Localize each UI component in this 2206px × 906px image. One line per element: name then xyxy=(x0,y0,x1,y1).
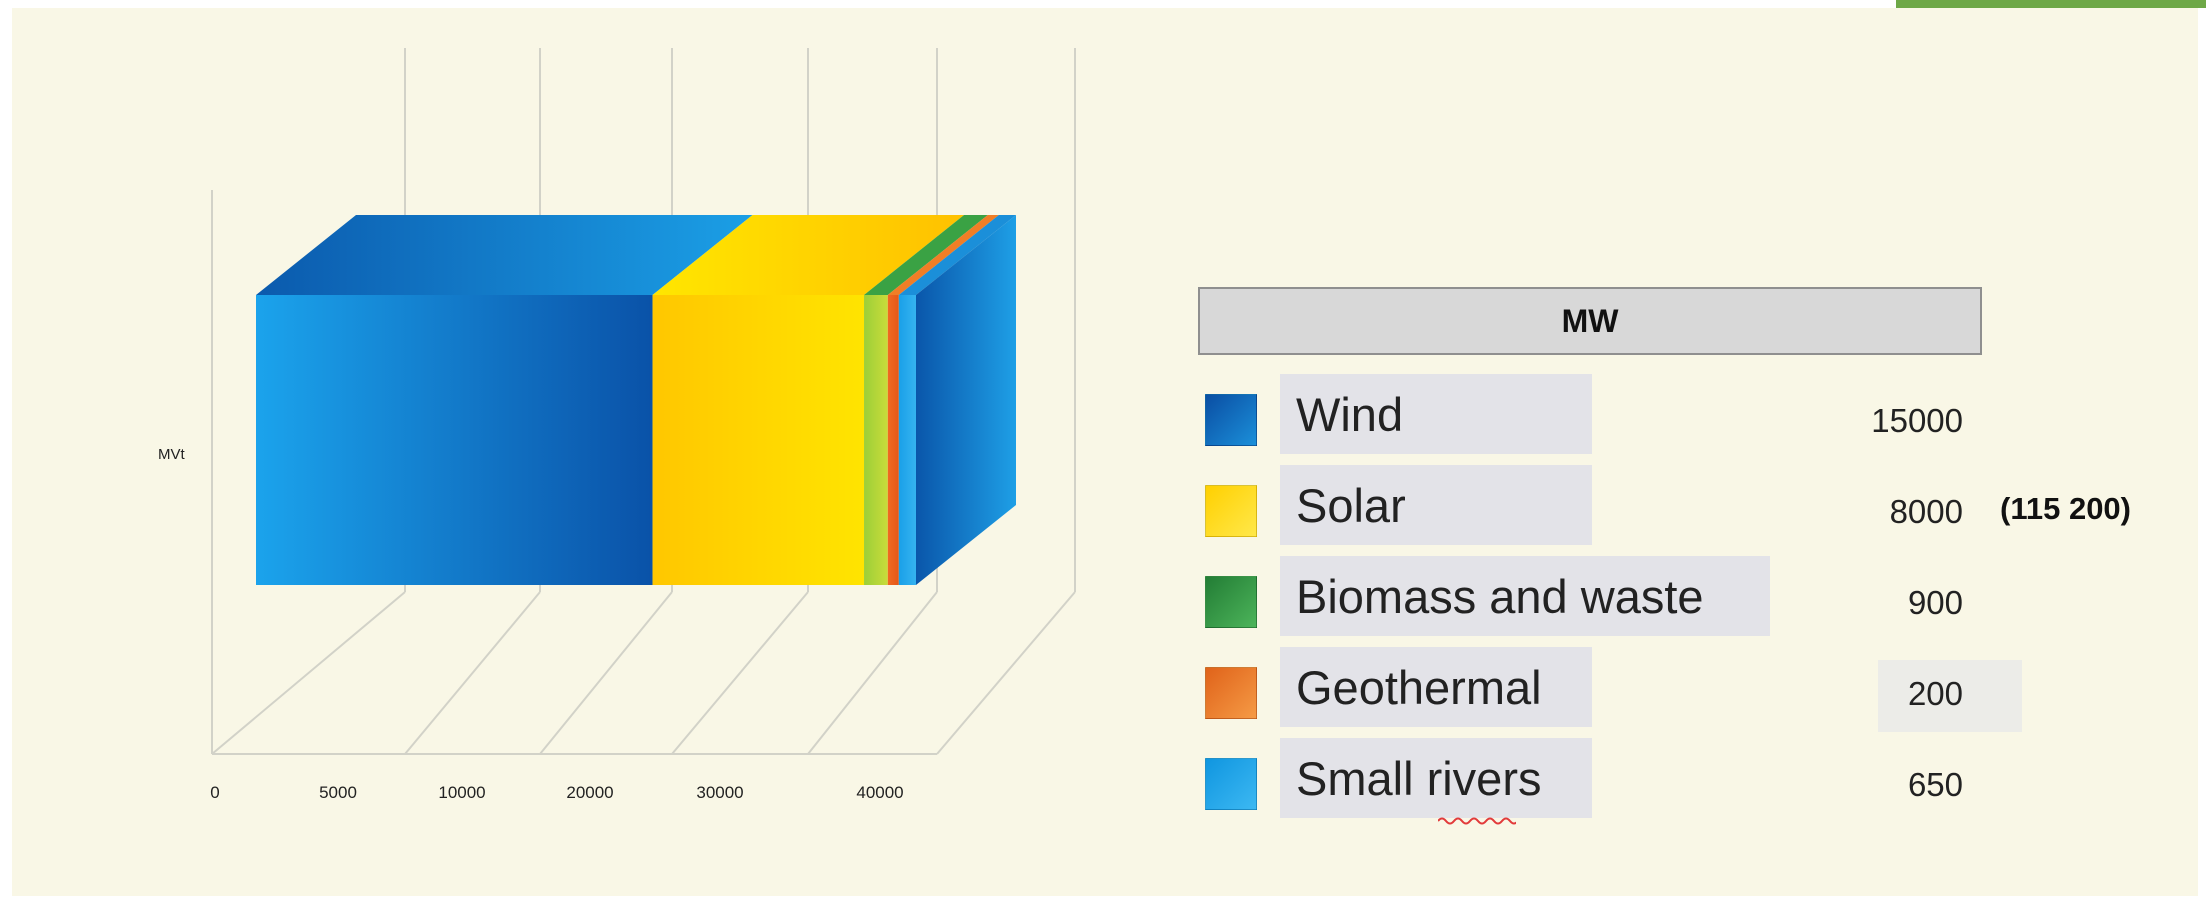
bar-top-biomass-and-waste xyxy=(864,215,988,295)
legend-swatch xyxy=(1205,758,1257,810)
x-tick-label: 5000 xyxy=(319,783,357,802)
bar-segment-solar xyxy=(652,295,865,585)
x-tick-label: 20000 xyxy=(566,783,613,802)
y-axis-label: MVt xyxy=(158,446,186,463)
legend-swatch xyxy=(1205,667,1257,719)
chart-bars xyxy=(256,215,1016,585)
grid-line xyxy=(807,591,938,755)
bar-top-solar xyxy=(652,215,965,295)
x-tick-label: 30000 xyxy=(696,783,743,802)
legend-label: Biomass and waste xyxy=(1280,556,1770,636)
legend-swatch xyxy=(1205,394,1257,446)
legend-swatch xyxy=(1205,485,1257,537)
bar-segment-biomass-and-waste xyxy=(864,295,888,585)
total-note: (115 200) xyxy=(2000,491,2131,526)
x-tick-label: 40000 xyxy=(856,783,903,802)
grid-line xyxy=(539,591,673,755)
grid-line xyxy=(936,591,1076,755)
legend-value: 15000 xyxy=(1871,402,1963,439)
grid-line xyxy=(671,591,809,755)
legend-swatch xyxy=(1205,576,1257,628)
x-tick-label: 0 xyxy=(210,783,219,802)
bar-top-wind xyxy=(256,215,753,295)
grid-line xyxy=(404,591,541,755)
corner-accent-bar xyxy=(1896,0,2206,8)
legend-label: Small rivers xyxy=(1280,738,1592,818)
legend-label: Geothermal xyxy=(1280,647,1592,727)
legend-value: 200 xyxy=(1907,675,1963,712)
bar-segment-wind xyxy=(256,295,653,585)
legend-header: MW xyxy=(1198,287,1982,355)
legend-value: 900 xyxy=(1907,584,1963,621)
legend-label: Solar xyxy=(1280,465,1592,545)
legend-label: Wind xyxy=(1280,374,1592,454)
bar-top-small-rivers xyxy=(898,215,1016,295)
legend-value: 8000 xyxy=(1889,493,1963,530)
bar-segment-geothermal xyxy=(887,295,899,585)
x-tick-label: 10000 xyxy=(438,783,485,802)
grid-line xyxy=(211,591,406,755)
spellcheck-squiggle xyxy=(1438,817,1516,825)
bar-top-geothermal xyxy=(887,215,999,295)
value-highlight-box xyxy=(1878,660,2022,732)
bar-side-face xyxy=(916,215,1016,585)
bar-segment-small-rivers xyxy=(898,295,916,585)
chart-ticks: 0 5000 10000 20000 30000 40000 xyxy=(210,783,903,802)
legend-value: 650 xyxy=(1907,766,1963,803)
